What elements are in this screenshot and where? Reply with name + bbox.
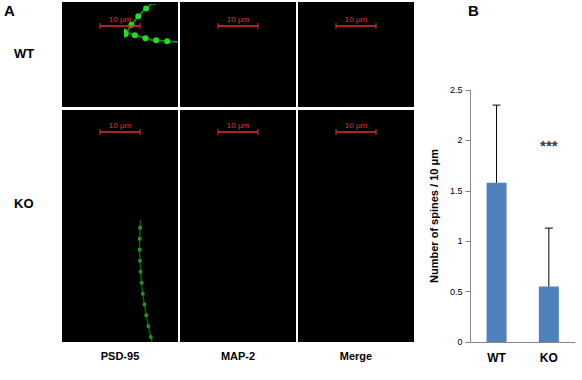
svg-text:1.5: 1.5: [450, 186, 463, 196]
html-text:WT: WT: [14, 46, 35, 61]
svg-text:WT: WT: [487, 351, 506, 365]
svg-text:10 μm: 10 μm: [227, 121, 250, 130]
svg-text:***: ***: [540, 137, 558, 154]
svg-text:Number of spines / 10 μm: Number of spines / 10 μm: [428, 149, 440, 283]
svg-text:0.5: 0.5: [450, 287, 463, 297]
svg-text:10 μm: 10 μm: [345, 15, 368, 24]
html-text:Merge: Merge: [339, 350, 373, 362]
html-text:KO: KO: [14, 196, 34, 211]
html-text:MAP-2: MAP-2: [220, 350, 256, 362]
html-text:A: A: [4, 2, 15, 19]
html-text:B: B: [468, 2, 479, 19]
svg-text:1: 1: [457, 236, 462, 246]
svg-text:10 μm: 10 μm: [109, 15, 132, 24]
svg-text:2.5: 2.5: [450, 85, 463, 95]
html-text:PSD-95: PSD-95: [100, 350, 140, 362]
svg-text:10 μm: 10 μm: [227, 15, 250, 24]
svg-text:0: 0: [457, 337, 462, 347]
svg-text:10 μm: 10 μm: [345, 121, 368, 130]
svg-text:2: 2: [457, 135, 462, 145]
svg-text:10 μm: 10 μm: [109, 121, 132, 130]
svg-text:KO: KO: [540, 351, 558, 365]
